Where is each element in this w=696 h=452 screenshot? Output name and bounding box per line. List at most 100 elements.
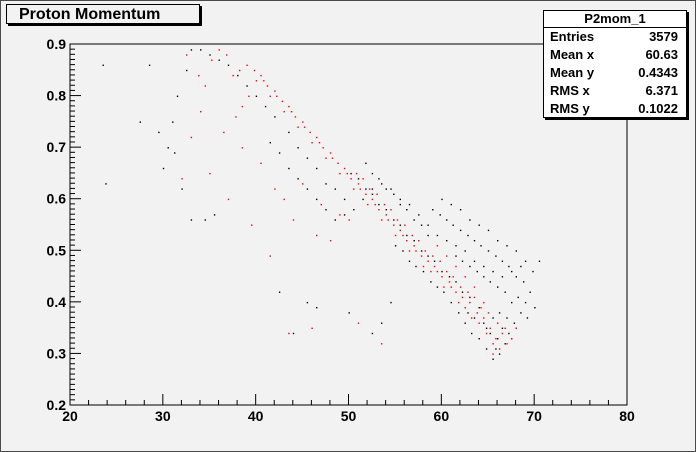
data-point — [498, 348, 501, 350]
stats-value: 0.1022 — [638, 101, 678, 116]
data-point — [450, 286, 452, 288]
stats-label: RMS x — [550, 83, 590, 98]
y-tick-label: 0.5 — [47, 242, 67, 258]
data-point — [383, 203, 386, 206]
data-point — [515, 276, 517, 278]
data-point — [408, 250, 411, 252]
data-point — [469, 301, 471, 304]
data-point — [269, 95, 271, 97]
data-point — [374, 203, 376, 206]
data-point — [458, 301, 460, 304]
data-point — [413, 240, 415, 242]
data-point — [432, 209, 434, 211]
y-tick-label: 0.2 — [47, 397, 67, 413]
data-point — [292, 332, 295, 335]
stats-value: 0.4343 — [638, 65, 678, 80]
data-point — [350, 172, 352, 175]
data-point — [322, 147, 324, 149]
data-point — [487, 229, 490, 232]
data-point — [473, 296, 476, 299]
data-point — [418, 214, 420, 216]
data-point — [483, 322, 485, 324]
data-point — [446, 219, 448, 221]
data-point — [218, 59, 220, 61]
data-point — [480, 245, 482, 247]
data-point — [278, 291, 281, 293]
data-point — [283, 111, 285, 113]
data-point — [432, 255, 434, 257]
data-point — [448, 276, 451, 278]
data-point — [260, 74, 262, 77]
data-point — [239, 69, 241, 72]
stats-row-mean-y: Mean y 0.4343 — [544, 64, 686, 82]
data-point — [413, 245, 415, 247]
data-point — [276, 95, 278, 97]
data-point — [325, 209, 327, 211]
data-point — [309, 131, 311, 134]
data-point — [495, 255, 497, 257]
data-point — [186, 54, 188, 56]
data-point — [492, 270, 494, 273]
data-point — [190, 136, 193, 139]
data-point — [492, 317, 494, 319]
data-point — [316, 234, 318, 237]
stats-value: 6.371 — [645, 83, 678, 98]
data-point — [139, 121, 141, 123]
data-point — [348, 219, 350, 221]
data-point — [471, 317, 473, 319]
x-tick-label: 60 — [434, 408, 450, 424]
data-point — [376, 193, 378, 195]
data-point — [455, 245, 457, 247]
data-point — [329, 240, 332, 242]
data-point — [105, 183, 107, 185]
x-tick-label: 20 — [62, 408, 78, 424]
data-point — [524, 301, 527, 304]
data-point — [461, 296, 464, 299]
data-point — [485, 348, 488, 350]
data-point — [476, 312, 478, 314]
data-point — [353, 209, 355, 211]
data-point — [497, 338, 499, 340]
data-point — [302, 183, 304, 185]
data-point — [504, 327, 506, 329]
data-point — [469, 219, 471, 221]
data-point — [302, 121, 304, 123]
data-point — [478, 224, 480, 226]
data-point — [303, 126, 306, 128]
data-point — [232, 74, 234, 77]
data-point — [487, 250, 490, 252]
data-point — [263, 80, 265, 82]
data-point — [497, 240, 499, 242]
data-point — [274, 90, 276, 92]
data-point — [346, 172, 348, 175]
data-point — [478, 338, 480, 340]
data-point — [306, 188, 309, 190]
stats-header: P2mom_1 — [544, 11, 686, 28]
stats-label: Mean x — [550, 47, 595, 62]
data-point — [523, 281, 525, 283]
data-point — [241, 105, 244, 108]
data-point — [266, 85, 269, 87]
data-point — [365, 162, 367, 164]
data-point — [483, 265, 485, 268]
data-point — [399, 224, 401, 226]
data-point — [325, 157, 327, 159]
data-point — [489, 281, 491, 283]
data-point — [487, 312, 490, 314]
data-point — [174, 152, 176, 154]
data-point — [394, 245, 397, 247]
stats-row-rms-x: RMS x 6.371 — [544, 82, 686, 100]
y-tick-label: 0.3 — [47, 345, 67, 361]
data-point — [489, 327, 491, 329]
data-point — [176, 95, 179, 97]
data-point — [406, 240, 408, 242]
data-point — [427, 234, 429, 237]
data-point — [424, 250, 426, 252]
data-point — [390, 209, 392, 211]
y-axis: 0.2 0.3 0.4 0.5 0.6 0.7 0.8 0.9 — [47, 36, 81, 413]
data-point — [248, 95, 250, 97]
data-point — [357, 178, 360, 180]
data-point — [181, 178, 183, 180]
data-point — [297, 178, 299, 180]
data-point — [501, 260, 504, 262]
